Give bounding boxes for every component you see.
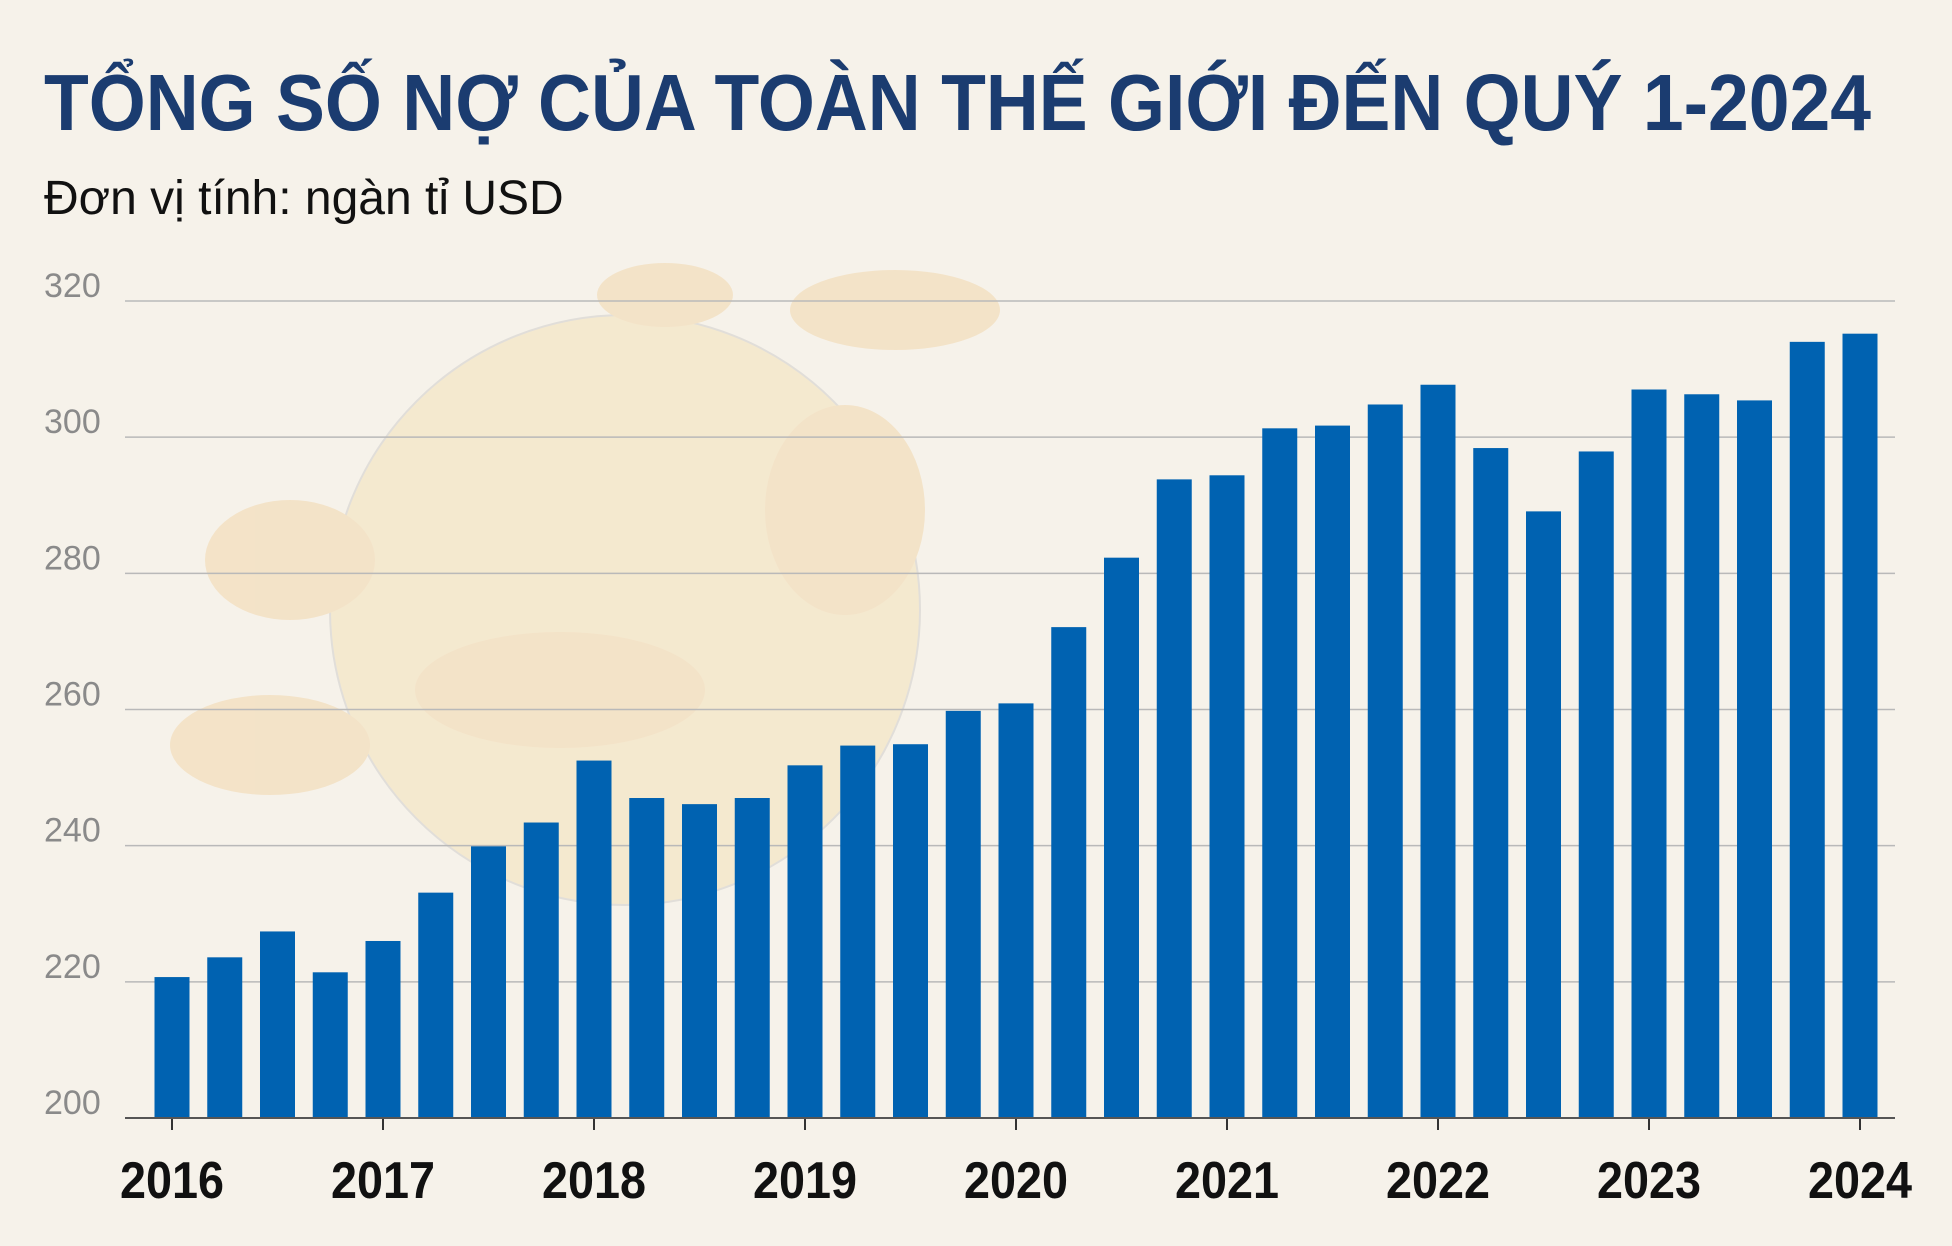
- bar: [154, 977, 190, 1118]
- y-tick-label: 220: [44, 948, 101, 986]
- bar: [576, 760, 612, 1118]
- bar: [312, 972, 348, 1118]
- x-tick-label: 2017: [331, 1152, 435, 1210]
- bar: [1367, 404, 1403, 1118]
- bar: [682, 804, 717, 1118]
- x-tick-label: 2020: [964, 1152, 1068, 1210]
- coin: [170, 695, 370, 795]
- bar: [1209, 475, 1245, 1118]
- bar: [945, 710, 981, 1118]
- x-tick-label: 2024: [1808, 1152, 1912, 1210]
- coin: [765, 405, 925, 615]
- x-tick-label: 2018: [542, 1152, 646, 1210]
- chart-subtitle: Đơn vị tính: ngàn tỉ USD: [44, 172, 564, 225]
- bar: [418, 892, 454, 1118]
- x-tick-label: 2023: [1597, 1152, 1701, 1210]
- coin: [415, 632, 705, 748]
- bar: [1315, 425, 1350, 1118]
- coin: [205, 500, 375, 620]
- bar: [1842, 333, 1878, 1118]
- y-tick-label: 280: [44, 539, 101, 577]
- bar: [1473, 448, 1509, 1118]
- coin: [790, 270, 1000, 350]
- y-tick-label: 200: [44, 1084, 101, 1122]
- coin: [597, 263, 733, 327]
- bar: [1156, 479, 1192, 1119]
- globe: [329, 314, 921, 906]
- y-tick-label: 240: [44, 812, 101, 850]
- y-tick-label: 260: [44, 676, 101, 714]
- bar: [1262, 428, 1298, 1119]
- bar: [998, 703, 1034, 1118]
- bar: [1789, 341, 1825, 1119]
- bar: [365, 940, 401, 1118]
- bar: [523, 822, 559, 1118]
- bar: [207, 957, 243, 1118]
- bar: [471, 846, 506, 1118]
- bar: [1526, 511, 1561, 1118]
- bar: [1631, 389, 1667, 1119]
- bar: [1684, 394, 1720, 1118]
- bar: [893, 744, 928, 1118]
- bar: [629, 798, 665, 1118]
- y-tick-label: 300: [44, 403, 101, 441]
- bar: [260, 931, 295, 1118]
- bar: [1578, 451, 1614, 1118]
- bar: [1104, 557, 1139, 1118]
- bar: [1737, 400, 1772, 1118]
- bar: [1051, 627, 1087, 1118]
- x-tick-label: 2021: [1175, 1152, 1279, 1210]
- chart-title: TỔNG SỐ NỢ CỦA TOÀN THẾ GIỚI ĐẾN QUÝ 1-2…: [44, 58, 1871, 147]
- x-tick-label: 2019: [753, 1152, 857, 1210]
- x-tick-label: 2016: [120, 1152, 224, 1210]
- x-tick-label: 2022: [1386, 1152, 1490, 1210]
- bar: [840, 745, 876, 1118]
- decoration: [170, 263, 1000, 906]
- bar: [1420, 384, 1456, 1118]
- bar: [787, 765, 823, 1118]
- bar: [734, 798, 770, 1118]
- y-tick-label: 320: [44, 267, 101, 305]
